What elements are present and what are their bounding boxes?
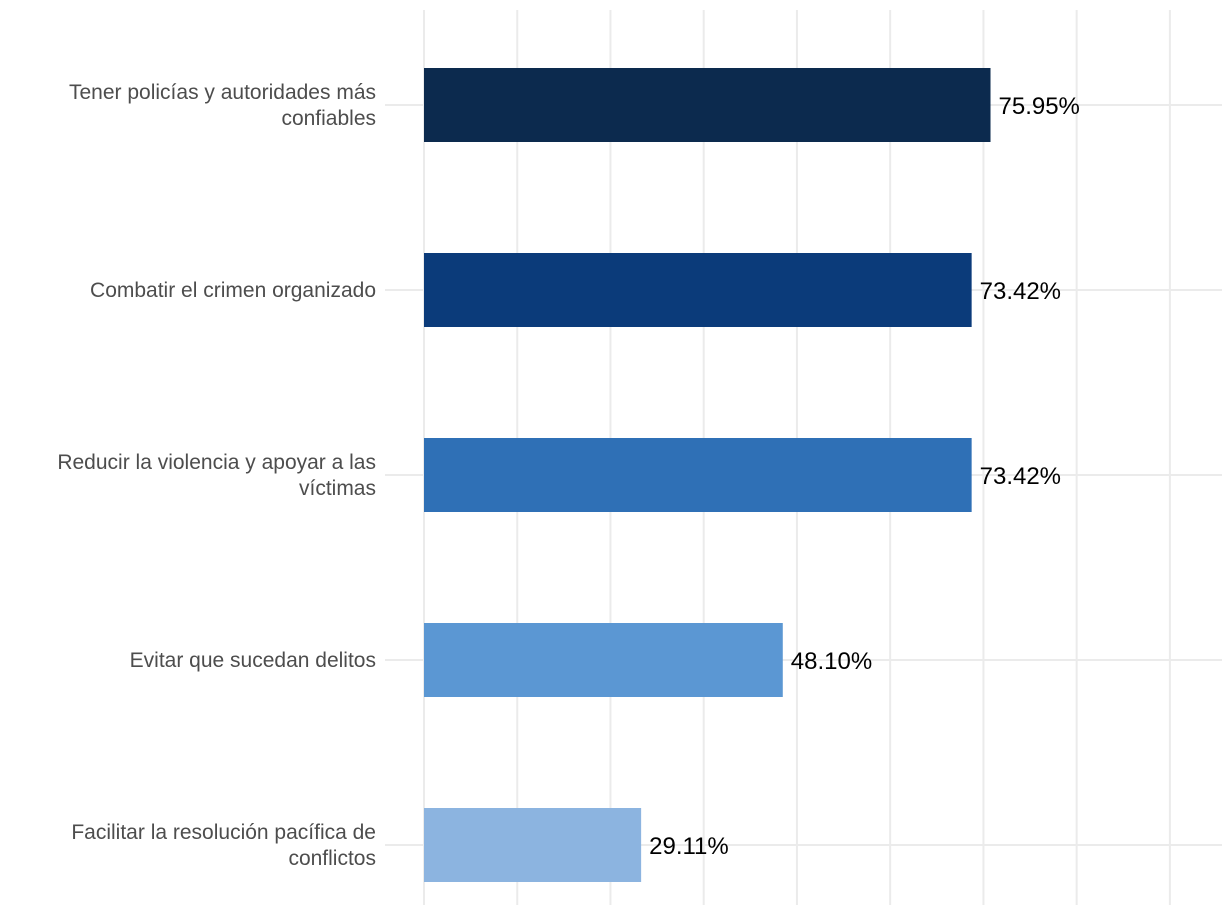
bar	[424, 253, 972, 327]
value-labels: 75.95% 73.42% 73.42% 48.10% 29.11%	[649, 93, 1080, 860]
category-label-line: confiables	[281, 107, 376, 130]
bar	[424, 438, 972, 512]
category-label-line: Tener policías y autoridades más	[69, 81, 376, 104]
category-label: Combatir el crimen organizado	[90, 279, 376, 302]
category-label-line: Evitar que sucedan delitos	[130, 649, 376, 672]
category-label-line: Combatir el crimen organizado	[90, 279, 376, 302]
category-label: Evitar que sucedan delitos	[130, 649, 376, 672]
bars	[424, 68, 991, 882]
value-label: 48.10%	[791, 648, 872, 675]
category-label-line: víctimas	[299, 477, 376, 500]
bar	[424, 68, 991, 142]
category-label-line: Facilitar la resolución pacífica de	[71, 821, 376, 844]
bar	[424, 623, 783, 697]
value-label: 73.42%	[980, 463, 1061, 490]
category-labels: Tener policías y autoridades más confiabl…	[57, 81, 376, 870]
value-label: 75.95%	[999, 93, 1080, 120]
category-label-line: conflictos	[288, 847, 376, 870]
category-label: Facilitar la resolución pacífica de confl…	[71, 821, 376, 870]
bar	[424, 808, 642, 882]
category-label: Reducir la violencia y apoyar a las vícti…	[57, 451, 376, 500]
category-label: Tener policías y autoridades más confiabl…	[69, 81, 376, 130]
category-label-line: Reducir la violencia y apoyar a las	[57, 451, 376, 474]
value-label: 73.42%	[980, 278, 1061, 305]
value-label: 29.11%	[649, 833, 729, 860]
